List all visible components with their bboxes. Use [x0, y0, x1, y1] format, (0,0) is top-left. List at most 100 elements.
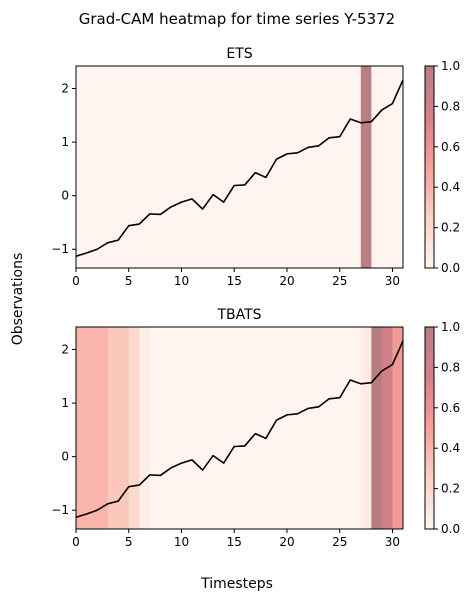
x-tick-label: 0 — [72, 274, 80, 288]
colorbar-segment — [425, 438, 434, 442]
heatmap-cell — [213, 66, 225, 268]
colorbar-segment — [425, 364, 434, 368]
colorbar-frame — [424, 65, 435, 269]
heatmap-cell — [181, 66, 193, 268]
colorbar-tick-label: 0.0 — [441, 261, 460, 275]
colorbar-segment — [425, 495, 434, 500]
colorbar-tick-label: 0.8 — [441, 99, 460, 113]
colorbar-segment — [425, 360, 434, 365]
colorbar-segment — [425, 227, 434, 232]
colorbar-segment — [425, 350, 434, 355]
colorbar-segment — [425, 126, 434, 131]
colorbar-segment — [425, 204, 434, 208]
colorbar-segment — [425, 257, 434, 262]
heatmap-cell — [170, 66, 182, 268]
colorbar-segment — [425, 505, 434, 510]
x-tick-label: 30 — [385, 274, 400, 288]
heatmap-cell — [107, 66, 119, 268]
colorbar-segment — [425, 136, 434, 141]
x-tick-label: 20 — [279, 274, 294, 288]
heatmap-cell — [149, 327, 161, 529]
y-tick-label: 0 — [61, 189, 69, 203]
colorbar-tick-label: 0.6 — [441, 140, 460, 154]
colorbar-segment — [425, 478, 434, 483]
y-tick-label: 1 — [61, 396, 69, 410]
colorbar-segment — [425, 109, 434, 114]
heatmap-cell — [371, 66, 383, 268]
colorbar-segment — [425, 207, 434, 212]
heatmap-cell — [308, 327, 320, 529]
y-axis-label: Observations — [10, 253, 26, 346]
colorbar-segment — [425, 525, 434, 530]
colorbar-segment — [425, 220, 434, 225]
heatmap-cell — [244, 66, 256, 268]
colorbar-segment — [425, 471, 434, 476]
heatmap-cell — [318, 327, 330, 529]
colorbar-segment — [425, 330, 434, 335]
heatmap-cell — [76, 327, 87, 529]
colorbar-tick-label: 0.2 — [441, 482, 460, 496]
colorbar-segment — [425, 254, 434, 259]
colorbar-frame — [424, 326, 435, 530]
colorbar-segment — [425, 431, 434, 436]
colorbar-segment — [425, 404, 434, 409]
y-tick-label: 0 — [61, 450, 69, 464]
heatmap-cell — [202, 327, 214, 529]
colorbar-segment — [425, 193, 434, 198]
colorbar-segment — [425, 113, 434, 117]
colorbar-segment — [425, 411, 434, 416]
colorbar-segment — [425, 380, 434, 385]
colorbar-segment — [425, 498, 434, 503]
heatmap-cell — [392, 327, 404, 529]
heatmap-cell — [97, 66, 109, 268]
colorbar-segment — [425, 508, 434, 513]
x-tick-label: 20 — [279, 535, 294, 549]
colorbar-segment — [425, 475, 434, 479]
colorbar-segment — [425, 146, 434, 151]
colorbar-segment — [425, 374, 434, 378]
colorbar-segment — [425, 119, 434, 124]
colorbar-segment — [425, 76, 434, 80]
heatmap-cell — [360, 327, 372, 529]
colorbar-segment — [425, 170, 434, 175]
heatmap-cell — [234, 66, 246, 268]
colorbar-segment — [425, 264, 434, 269]
colorbar-segment — [425, 377, 434, 382]
colorbar-segment — [425, 129, 434, 134]
colorbar-segment — [425, 183, 434, 188]
heatmap-cell — [202, 66, 214, 268]
colorbar-segment — [425, 79, 434, 84]
heatmap-cell — [118, 327, 130, 529]
colorbar-segment — [425, 180, 434, 185]
panel-ets: 0 5 10 15 20 25 30 −1 0 1 2 ETS 0.0 0.2 0.4 0.6 0.8 1.0 — [51, 46, 460, 288]
colorbar-segment — [425, 327, 434, 331]
heatmap-cell — [192, 327, 203, 529]
colorbar-segment — [425, 217, 434, 222]
colorbar-segment — [425, 156, 434, 161]
colorbar-segment — [425, 407, 434, 412]
colorbar-segment — [425, 414, 434, 419]
x-axis-label: Timesteps — [200, 576, 273, 592]
heatmap-cell — [339, 66, 351, 268]
colorbar-segment — [425, 370, 434, 375]
heatmap-cell — [149, 66, 161, 268]
colorbar-segment — [425, 116, 434, 121]
heatmap-cell — [139, 66, 151, 268]
y-tick-label: 2 — [61, 343, 69, 357]
heatmap-cell — [118, 66, 130, 268]
heatmap-cell — [329, 327, 341, 529]
heatmap-cell — [286, 327, 298, 529]
colorbar-segment — [425, 197, 434, 202]
colorbar-segment — [425, 261, 434, 266]
colorbar-tick-label: 0.4 — [441, 180, 460, 194]
panel-title: ETS — [226, 46, 252, 62]
colorbar-segment — [425, 421, 434, 426]
colorbar-tick-label: 1.0 — [441, 59, 460, 73]
heatmap-cell — [339, 327, 351, 529]
colorbar-segment — [425, 441, 434, 446]
heatmap-cell — [160, 66, 172, 268]
x-tick-label: 10 — [174, 535, 189, 549]
colorbar-segment — [425, 390, 434, 395]
colorbar-segment — [425, 150, 434, 155]
colorbar-segment — [425, 230, 434, 235]
